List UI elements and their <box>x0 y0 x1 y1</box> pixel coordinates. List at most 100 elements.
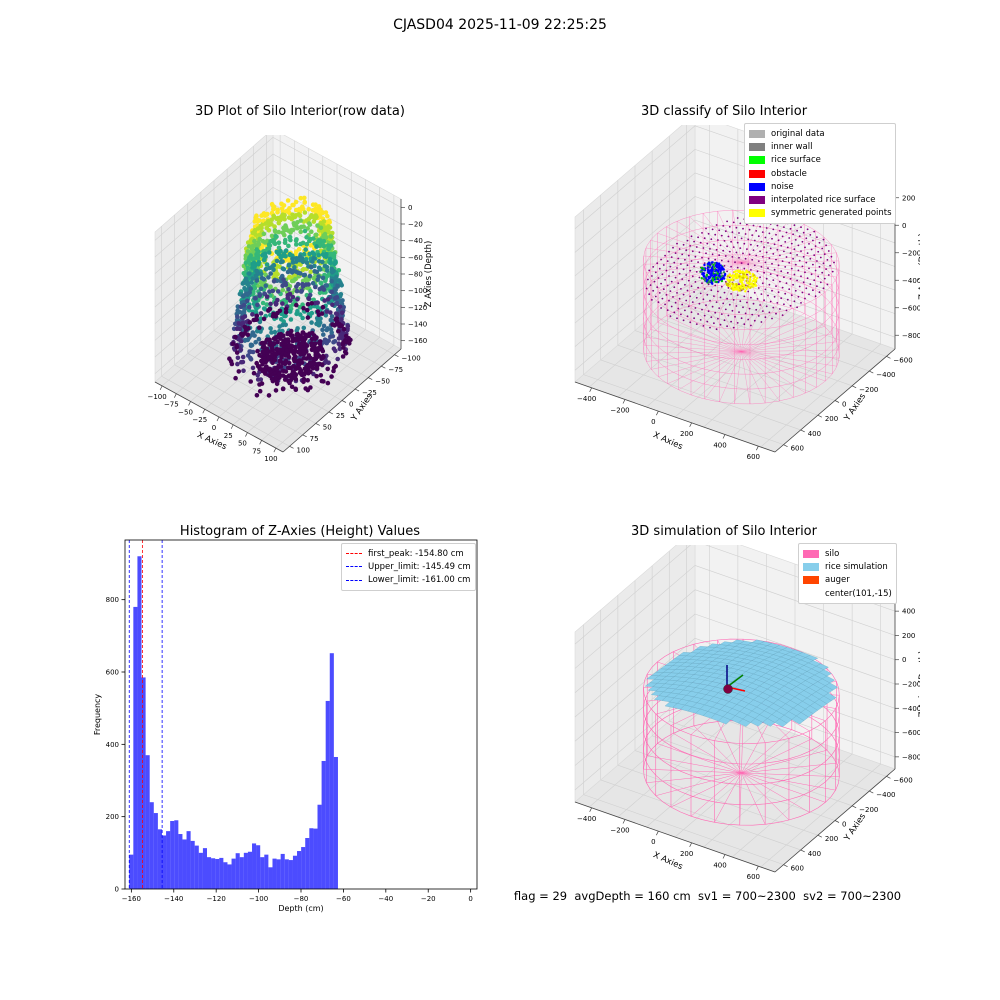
data-point <box>753 319 756 322</box>
data-point <box>266 228 272 233</box>
histogram-bar <box>157 829 162 889</box>
data-point <box>306 296 312 301</box>
silo-spoke <box>741 351 766 404</box>
data-point <box>331 368 336 374</box>
data-point <box>317 286 323 292</box>
data-point <box>254 247 259 252</box>
data-point <box>743 242 746 245</box>
silo-spoke <box>690 262 742 306</box>
data-point <box>256 336 262 342</box>
data-point <box>250 365 256 371</box>
y-tick <box>368 377 373 380</box>
data-point <box>325 213 330 219</box>
data-point <box>711 268 714 272</box>
data-point <box>282 240 288 245</box>
data-point <box>702 298 705 301</box>
x-tick <box>622 819 626 824</box>
data-point <box>703 314 706 317</box>
x-tick-label: −75 <box>164 401 179 409</box>
data-point <box>736 294 739 296</box>
data-point <box>801 291 804 294</box>
data-point <box>314 373 319 379</box>
silo-spoke <box>690 351 742 396</box>
data-point <box>798 259 801 262</box>
legend-entry: first_peak: -154.80 cm <box>346 547 471 560</box>
data-point <box>266 393 272 398</box>
data-point <box>277 308 283 314</box>
data-point <box>290 335 295 341</box>
data-point <box>664 254 666 257</box>
data-point <box>310 330 315 336</box>
data-point <box>324 268 330 273</box>
data-point <box>808 267 810 270</box>
data-point <box>657 301 660 304</box>
data-point <box>695 271 698 273</box>
x-tick-label: −200 <box>610 407 629 415</box>
data-point <box>329 269 335 275</box>
x-axis-label: Depth (cm) <box>278 904 323 913</box>
silo-spoke <box>658 351 742 377</box>
data-point <box>661 273 664 276</box>
data-point <box>281 266 287 272</box>
raw-point-cloud <box>227 195 353 398</box>
data-point <box>290 294 296 300</box>
data-point <box>321 219 327 224</box>
histogram-bar <box>317 804 322 889</box>
y-tick-label: 400 <box>808 430 821 438</box>
data-point <box>763 271 765 274</box>
data-point <box>236 321 242 326</box>
data-point <box>783 303 785 306</box>
data-point <box>812 239 814 242</box>
histogram-bar <box>194 845 199 889</box>
legend-swatch <box>749 142 765 151</box>
data-point <box>276 363 281 368</box>
data-point <box>701 232 703 234</box>
data-point <box>293 386 298 392</box>
data-point <box>829 264 831 267</box>
data-point <box>703 237 706 240</box>
data-point <box>298 358 303 364</box>
data-point <box>776 302 779 304</box>
z-axis-label: Z Axies (Depth) <box>918 651 920 718</box>
x-tick <box>589 387 592 392</box>
data-point <box>311 215 317 221</box>
data-point <box>738 311 740 313</box>
grid-line <box>275 344 395 449</box>
grid-line <box>574 613 696 718</box>
data-point <box>735 286 738 289</box>
data-point <box>814 245 817 247</box>
data-point <box>786 298 789 301</box>
data-point <box>656 262 659 265</box>
data-point <box>697 286 699 289</box>
data-point <box>248 379 253 384</box>
data-point <box>297 305 303 310</box>
data-point <box>324 226 330 231</box>
silo-spoke <box>741 738 812 774</box>
data-point <box>717 262 720 265</box>
data-point <box>699 241 702 244</box>
silo-spoke <box>741 230 816 263</box>
y-tick-label: 200 <box>825 835 838 843</box>
data-point <box>291 260 296 265</box>
data-point <box>684 283 686 286</box>
status-footer: flag = 29 avgDepth = 160 cm sv1 = 700~23… <box>513 889 902 903</box>
histogram-bar <box>243 852 248 889</box>
data-point <box>798 235 801 238</box>
silo-spoke <box>717 211 742 263</box>
data-point <box>813 230 816 233</box>
data-point <box>746 285 749 288</box>
data-point <box>295 365 300 370</box>
data-point <box>298 218 304 223</box>
data-point <box>746 248 748 250</box>
data-point <box>747 318 750 321</box>
data-point <box>246 326 251 331</box>
silo-spoke <box>741 351 826 382</box>
data-point <box>736 266 739 269</box>
data-point <box>282 216 287 222</box>
data-point <box>340 298 345 303</box>
data-point <box>705 273 709 276</box>
legend-label: inner wall <box>771 141 813 152</box>
histogram-bar <box>252 843 257 889</box>
data-point <box>312 341 318 346</box>
histogram-bar <box>325 700 330 889</box>
